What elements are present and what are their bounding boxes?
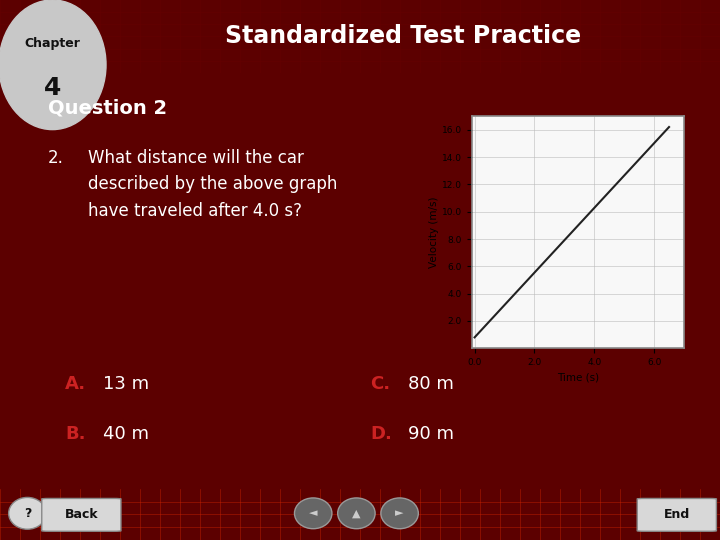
FancyBboxPatch shape bbox=[42, 498, 121, 531]
Ellipse shape bbox=[338, 498, 375, 529]
Text: B.: B. bbox=[65, 425, 86, 443]
Text: ◄: ◄ bbox=[309, 508, 318, 518]
Text: 40 m: 40 m bbox=[103, 425, 149, 443]
Circle shape bbox=[0, 0, 106, 130]
FancyBboxPatch shape bbox=[637, 498, 716, 531]
Text: 90 m: 90 m bbox=[408, 425, 454, 443]
Text: Standardized Test Practice: Standardized Test Practice bbox=[225, 24, 581, 49]
Y-axis label: Velocity (m/s): Velocity (m/s) bbox=[429, 197, 439, 268]
Text: 80 m: 80 m bbox=[408, 375, 454, 393]
Ellipse shape bbox=[381, 498, 418, 529]
Text: 2.: 2. bbox=[48, 149, 64, 167]
Text: C.: C. bbox=[370, 375, 390, 393]
Text: Chapter: Chapter bbox=[24, 37, 81, 50]
Text: 13 m: 13 m bbox=[103, 375, 149, 393]
Text: Question 2: Question 2 bbox=[48, 99, 167, 118]
Ellipse shape bbox=[9, 497, 46, 529]
Text: A.: A. bbox=[65, 375, 86, 393]
Text: ?: ? bbox=[24, 507, 31, 520]
Text: ▲: ▲ bbox=[352, 508, 361, 518]
Text: 4: 4 bbox=[44, 76, 61, 100]
Text: D.: D. bbox=[370, 425, 392, 443]
Text: Back: Back bbox=[65, 508, 98, 521]
X-axis label: Time (s): Time (s) bbox=[557, 373, 599, 382]
Ellipse shape bbox=[294, 498, 332, 529]
Text: End: End bbox=[664, 508, 690, 521]
Text: ►: ► bbox=[395, 508, 404, 518]
Text: What distance will the car
described by the above graph
have traveled after 4.0 : What distance will the car described by … bbox=[88, 149, 338, 220]
